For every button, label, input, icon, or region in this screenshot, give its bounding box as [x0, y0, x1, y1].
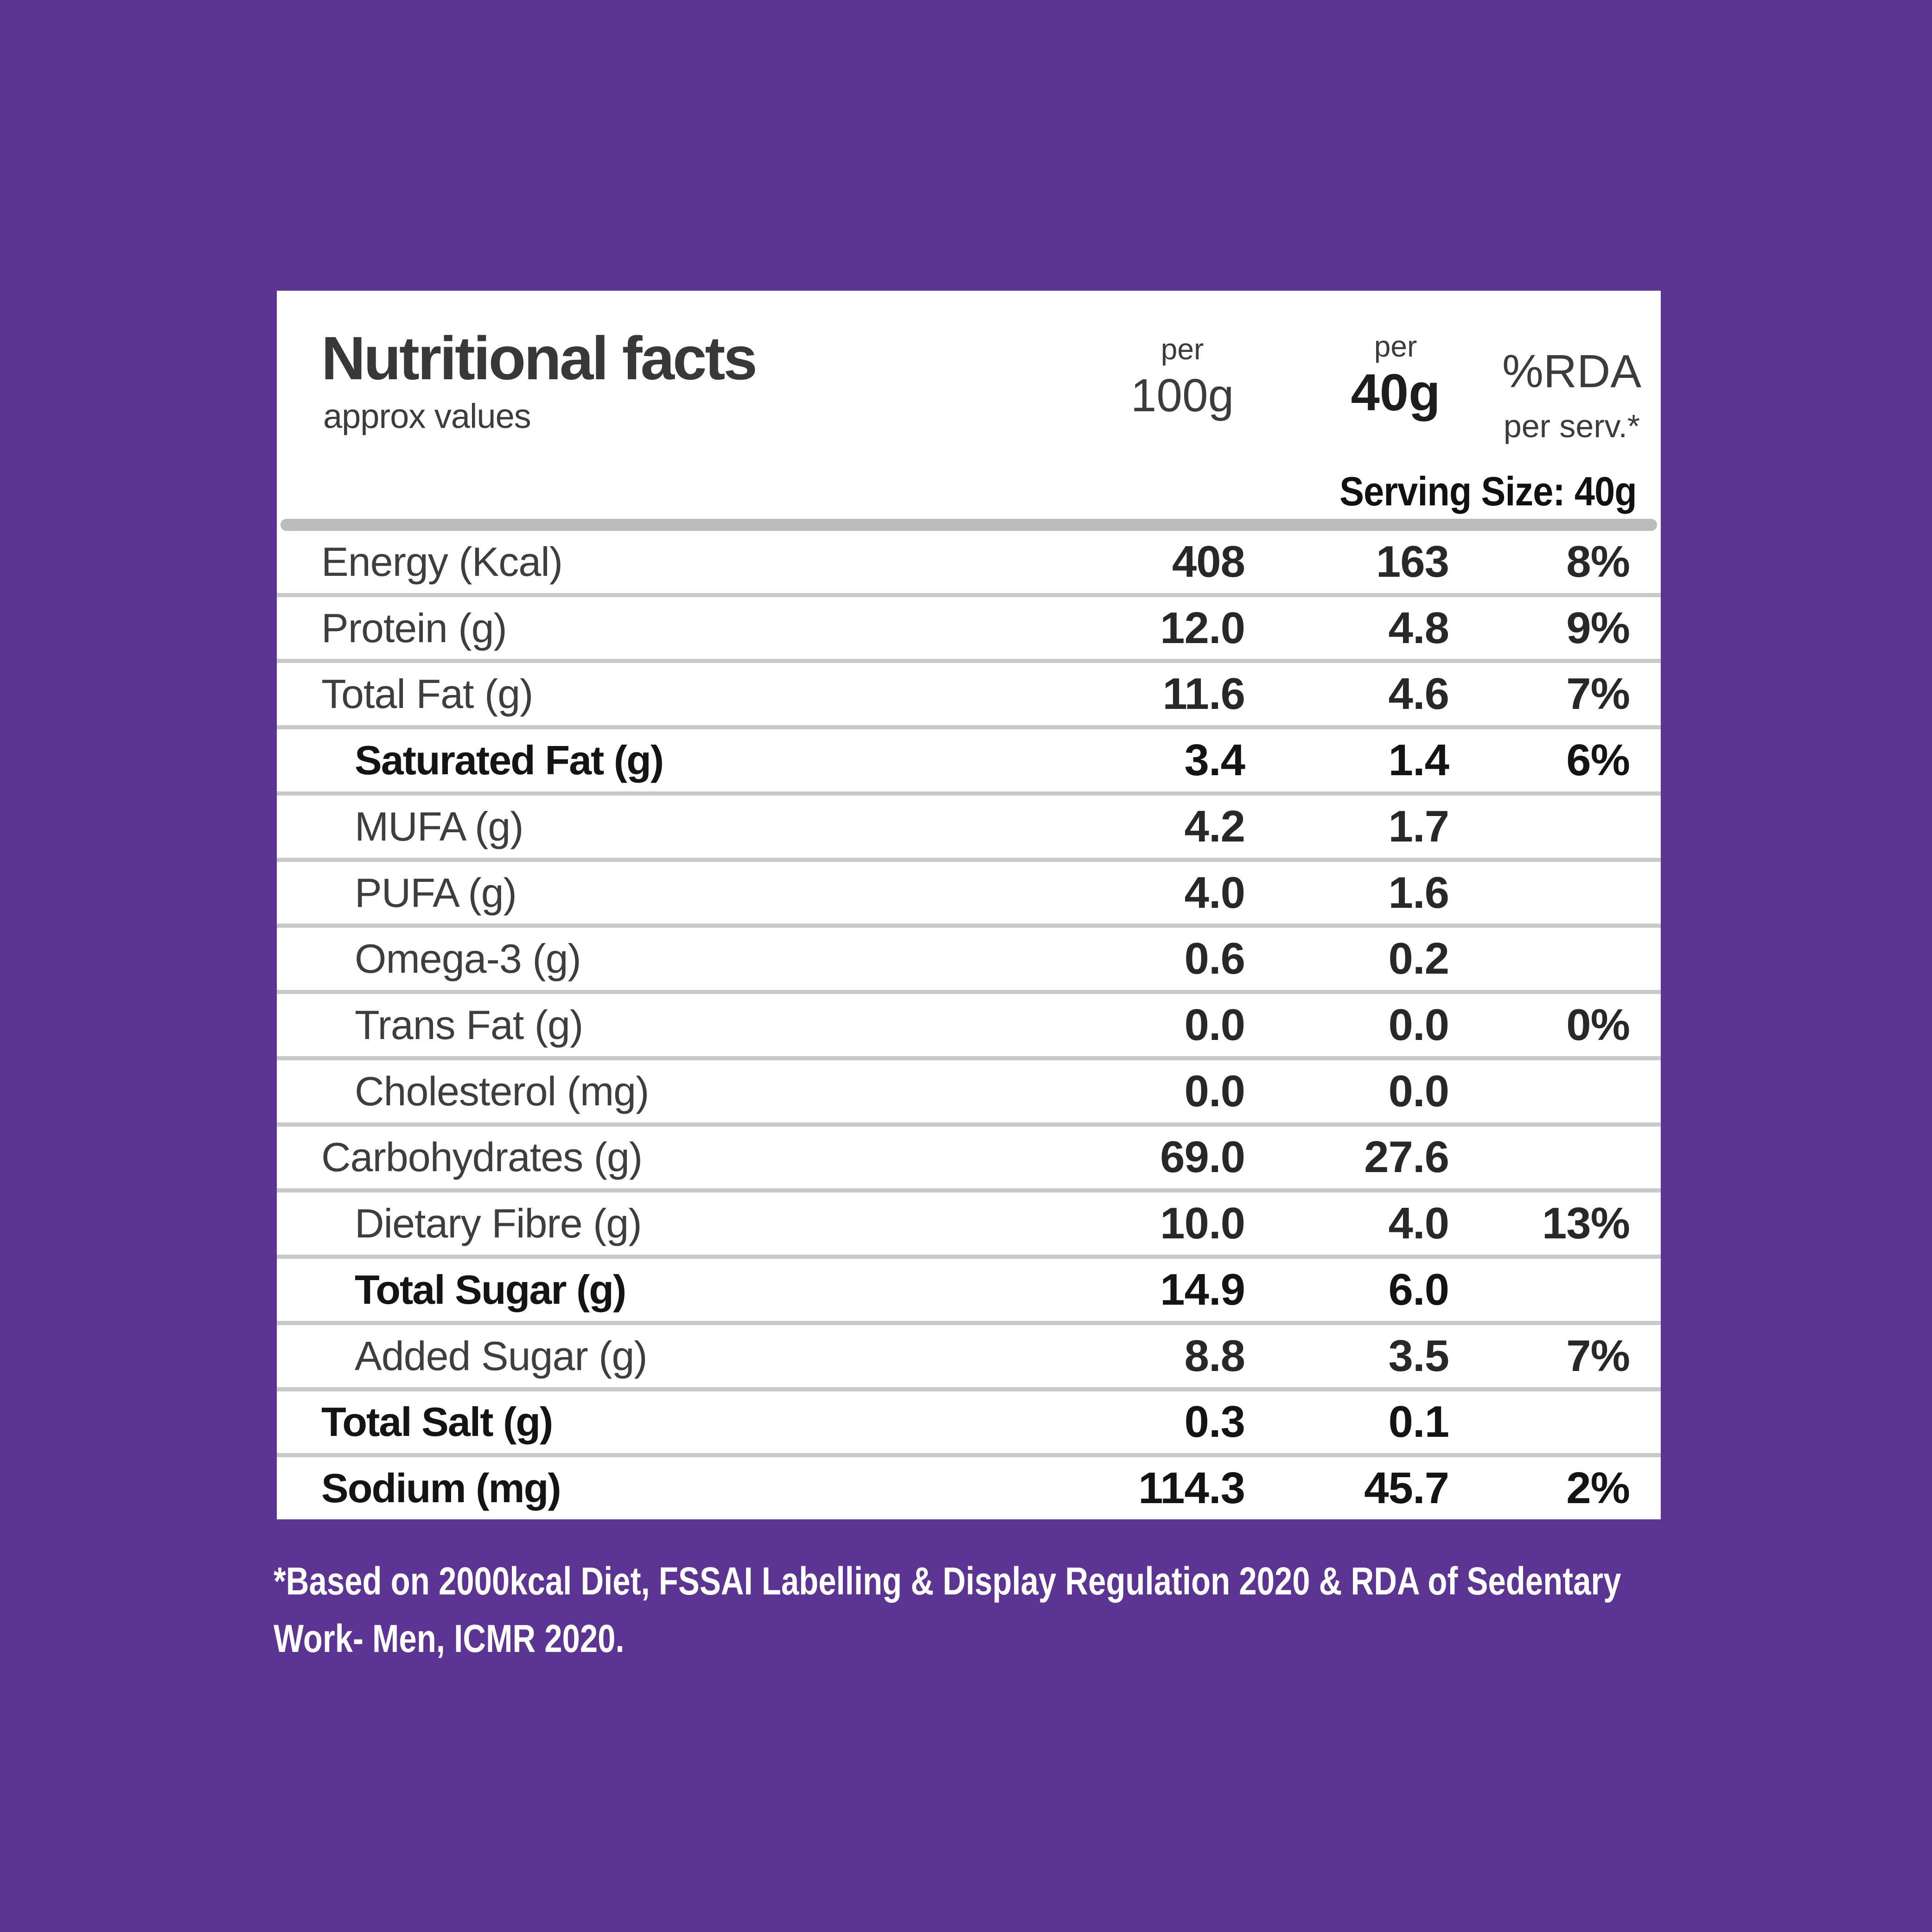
column-header-per-word: per	[1374, 330, 1417, 363]
nutrition-table: Energy (Kcal) 408 163 8% Protein (g) 12.…	[277, 531, 1661, 1519]
row-label: Total Sugar (g)	[355, 1266, 626, 1313]
table-row: Dietary Fibre (g) 10.0 4.0 13%	[277, 1192, 1661, 1259]
column-header-rda: %RDA per serv.*	[1474, 347, 1669, 444]
table-row: Total Fat (g) 11.6 4.6 7%	[277, 663, 1661, 730]
row-label: Protein (g)	[321, 605, 507, 651]
value-per-100g: 0.0	[1184, 1066, 1245, 1116]
value-per-100g: 0.3	[1184, 1397, 1245, 1447]
row-label: Saturated Fat (g)	[355, 737, 664, 784]
row-label: Dietary Fibre (g)	[355, 1200, 642, 1247]
value-per-100g: 11.6	[1162, 669, 1245, 719]
value-per-40g: 1.6	[1388, 867, 1449, 918]
value-per-40g: 45.7	[1364, 1463, 1449, 1513]
value-per-100g: 12.0	[1160, 603, 1245, 653]
value-rda-percent: 0%	[1566, 1000, 1630, 1050]
value-rda-percent: 6%	[1566, 735, 1630, 785]
footnote: *Based on 2000kcal Diet, FSSAI Labelling…	[274, 1552, 1917, 1667]
value-rda-percent: 7%	[1566, 669, 1630, 719]
row-label: Carbohydrates (g)	[321, 1134, 643, 1180]
row-label: Total Fat (g)	[321, 671, 533, 717]
value-per-100g: 8.8	[1184, 1331, 1245, 1381]
row-label: MUFA (g)	[355, 803, 524, 849]
table-row: Total Sugar (g) 14.9 6.0	[277, 1259, 1661, 1325]
value-per-100g: 3.4	[1184, 735, 1245, 785]
table-row: Total Salt (g) 0.3 0.1	[277, 1391, 1661, 1458]
table-row: Protein (g) 12.0 4.8 9%	[277, 597, 1661, 663]
value-rda-percent: 7%	[1566, 1331, 1630, 1381]
table-row: Saturated Fat (g) 3.4 1.4 6%	[277, 729, 1661, 796]
table-row: Added Sugar (g) 8.8 3.5 7%	[277, 1325, 1661, 1391]
footnote-line: Work- Men, ICMR 2020.	[274, 1617, 625, 1660]
column-header-unit: 100g	[1130, 370, 1234, 421]
column-header-per-100g: per 100g	[1085, 332, 1280, 420]
label-subtitle: approx values	[323, 397, 531, 435]
value-per-40g: 0.0	[1388, 1000, 1449, 1050]
row-label: PUFA (g)	[355, 869, 517, 916]
value-per-100g: 4.0	[1184, 867, 1245, 918]
value-per-40g: 163	[1376, 536, 1449, 587]
row-label: Trans Fat (g)	[355, 1002, 583, 1048]
value-per-40g: 0.0	[1388, 1066, 1449, 1116]
value-per-40g: 4.8	[1388, 603, 1449, 653]
table-row: Sodium (mg) 114.3 45.7 2%	[277, 1457, 1661, 1519]
column-header-unit: 40g	[1351, 363, 1441, 421]
value-per-40g: 3.5	[1388, 1331, 1449, 1381]
table-row: Carbohydrates (g) 69.0 27.6	[277, 1127, 1661, 1193]
column-header-per-serv: per serv.*	[1503, 408, 1640, 444]
value-per-40g: 4.0	[1388, 1199, 1449, 1249]
value-per-100g: 114.3	[1138, 1463, 1245, 1513]
value-rda-percent: 2%	[1566, 1463, 1630, 1513]
label-title: Nutritional facts	[321, 324, 758, 392]
value-per-40g: 6.0	[1388, 1264, 1449, 1314]
value-per-40g: 1.7	[1388, 801, 1449, 851]
value-per-100g: 0.0	[1184, 1000, 1245, 1050]
table-row: Cholesterol (mg) 0.0 0.0	[277, 1060, 1661, 1127]
value-per-100g: 4.2	[1184, 801, 1245, 851]
value-per-100g: 69.0	[1160, 1132, 1245, 1182]
row-label: Cholesterol (mg)	[355, 1068, 649, 1114]
header-divider	[281, 519, 1657, 531]
table-row: PUFA (g) 4.0 1.6	[277, 862, 1661, 928]
value-per-40g: 27.6	[1364, 1132, 1449, 1182]
serving-size: Serving Size: 40g	[1339, 468, 1637, 514]
column-header-per-40g: per 40g	[1298, 330, 1493, 421]
value-rda-percent: 8%	[1566, 536, 1630, 587]
value-per-40g: 0.2	[1388, 934, 1449, 984]
value-rda-percent: 9%	[1566, 603, 1630, 653]
row-label: Total Salt (g)	[321, 1399, 553, 1445]
row-label: Added Sugar (g)	[355, 1333, 648, 1379]
column-header-rda-word: %RDA	[1502, 345, 1642, 397]
row-label: Omega-3 (g)	[355, 936, 581, 982]
value-per-40g: 1.4	[1388, 735, 1449, 785]
footnote-line: *Based on 2000kcal Diet, FSSAI Labelling…	[274, 1559, 1621, 1603]
table-row: MUFA (g) 4.2 1.7	[277, 796, 1661, 862]
nutrition-label-card: Nutritional facts approx values per 100g…	[277, 291, 1661, 1519]
column-header-per-word: per	[1160, 332, 1204, 366]
value-per-100g: 14.9	[1160, 1264, 1245, 1314]
value-per-100g: 10.0	[1160, 1199, 1245, 1249]
value-per-40g: 0.1	[1388, 1397, 1449, 1447]
row-label: Sodium (mg)	[321, 1465, 561, 1511]
value-per-100g: 408	[1172, 536, 1245, 587]
table-row: Omega-3 (g) 0.6 0.2	[277, 928, 1661, 995]
value-rda-percent: 13%	[1542, 1199, 1630, 1249]
table-row: Trans Fat (g) 0.0 0.0 0%	[277, 994, 1661, 1060]
row-label: Energy (Kcal)	[321, 538, 563, 585]
value-per-100g: 0.6	[1184, 934, 1245, 984]
table-row: Energy (Kcal) 408 163 8%	[277, 531, 1661, 597]
value-per-40g: 4.6	[1388, 669, 1449, 719]
